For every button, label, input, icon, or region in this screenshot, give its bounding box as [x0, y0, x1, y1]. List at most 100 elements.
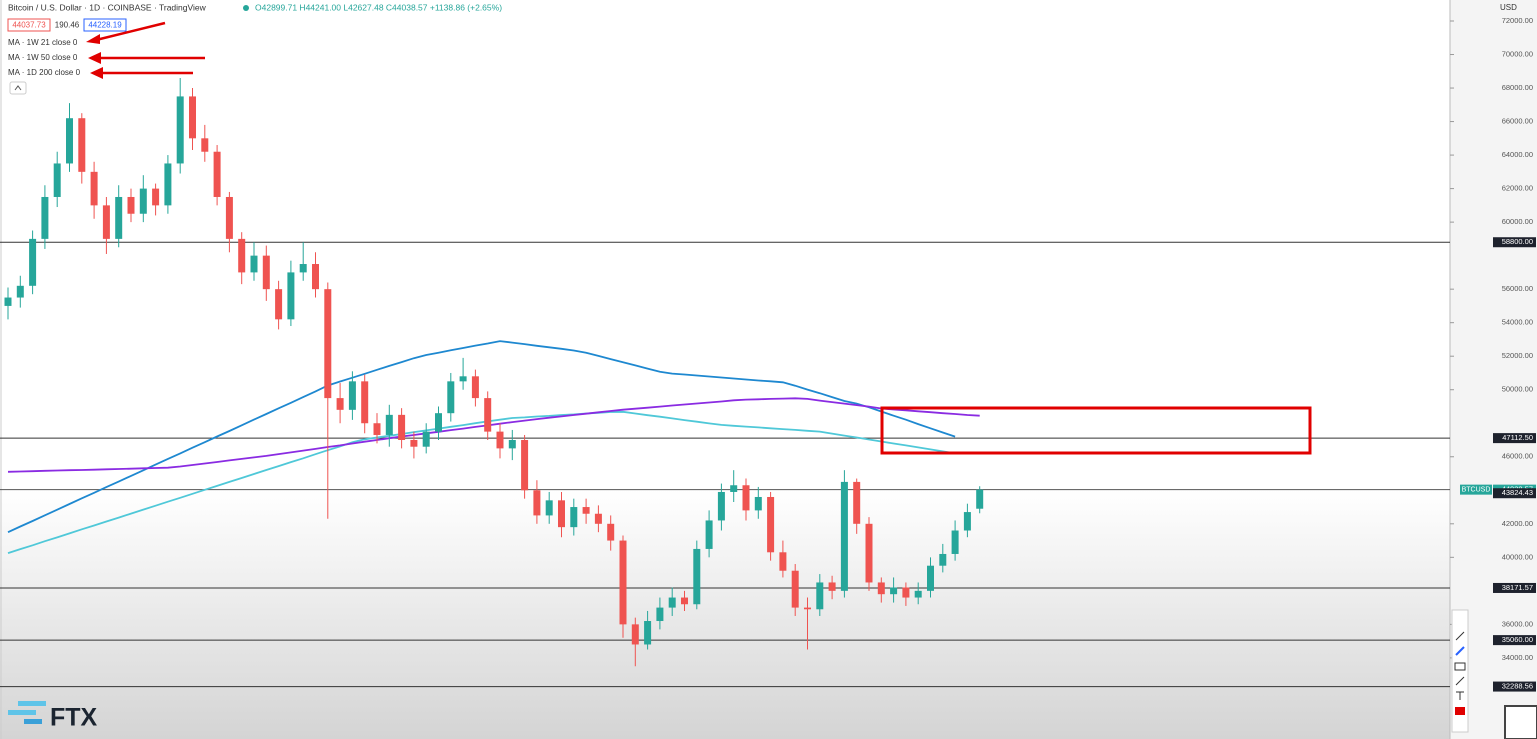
- y-tick-label: 60000.00: [1502, 217, 1533, 226]
- logo-bar: [24, 719, 42, 724]
- candle-body: [238, 238, 246, 273]
- candle-body: [656, 607, 664, 622]
- chart-title: Bitcoin / U.S. Dollar · 1D · COINBASE · …: [8, 2, 207, 12]
- candle-body: [102, 205, 110, 239]
- candle-body: [66, 118, 73, 164]
- candle-body: [312, 264, 319, 290]
- candle-body: [939, 553, 947, 566]
- candle-body: [631, 624, 639, 645]
- candle-body: [127, 196, 135, 214]
- tool-line[interactable]: [1455, 631, 1465, 641]
- y-tick-label: 62000.00: [1502, 184, 1533, 193]
- level-label: 35060.00: [1502, 635, 1533, 644]
- candle-body: [902, 587, 910, 598]
- candle-body: [53, 163, 61, 197]
- y-tick-label: 52000.00: [1502, 351, 1533, 360]
- arrow: [95, 21, 166, 42]
- candle-body: [816, 582, 824, 610]
- price-label: 43824.43: [1502, 488, 1533, 497]
- spread: 190.46: [55, 21, 80, 30]
- ohlc: O42899.71 H44241.00 L42627.48 C44038.57 …: [255, 2, 502, 12]
- ask-box: [83, 18, 127, 32]
- candle-body: [594, 513, 602, 524]
- logo-bar: [18, 701, 46, 706]
- y-tick-label: 68000.00: [1502, 83, 1533, 92]
- level-label: 38171.57: [1502, 583, 1533, 592]
- candle-body: [299, 264, 307, 273]
- legend-entry: MA · 1D 200 close 0: [8, 68, 81, 77]
- candle-body: [693, 548, 701, 605]
- y-tick-label: 42000.00: [1502, 519, 1533, 528]
- status-dot: [243, 5, 249, 11]
- ask: 44228.19: [88, 21, 122, 30]
- candle-body: [545, 500, 553, 516]
- candle-body: [90, 171, 98, 206]
- candle-body: [742, 485, 750, 511]
- candle-body: [201, 138, 209, 152]
- candle-body: [29, 238, 37, 286]
- candle-body: [189, 96, 196, 139]
- candle-body: [225, 196, 233, 239]
- candle-body: [927, 565, 934, 591]
- candle-body: [705, 520, 713, 549]
- candle-body: [963, 512, 971, 531]
- level-label-bg: [1493, 681, 1536, 692]
- candle-body: [275, 289, 283, 320]
- logo-text: FTX: [50, 704, 98, 732]
- y-tick-label: 50000.00: [1502, 385, 1533, 394]
- corner-logo: [1504, 705, 1537, 739]
- level-label-bg: [1493, 635, 1536, 646]
- level-label: 47112.50: [1502, 433, 1533, 442]
- tool-text[interactable]: [1456, 691, 1464, 700]
- candle-body: [176, 96, 184, 164]
- drawing-toolbar: [1451, 609, 1469, 733]
- candle-body: [508, 440, 516, 449]
- candle-body: [152, 188, 160, 206]
- y-tick-label: 54000.00: [1502, 318, 1533, 327]
- tool-pen[interactable]: [1455, 676, 1465, 686]
- candle-body: [717, 491, 725, 521]
- tool-rect[interactable]: [1454, 662, 1466, 671]
- collapse-button[interactable]: [9, 81, 27, 95]
- candle-body: [422, 431, 430, 447]
- y-tick-label: 36000.00: [1502, 619, 1533, 628]
- candle-body: [570, 507, 578, 528]
- candle-body: [877, 582, 885, 595]
- candle-body: [804, 607, 811, 610]
- logo-bar: [8, 710, 36, 715]
- ma-line: [7, 397, 980, 473]
- candle-body: [385, 414, 393, 435]
- ma-line: [7, 410, 956, 554]
- level-label: 32288.56: [1502, 682, 1533, 691]
- candle-body: [840, 481, 848, 591]
- y-tick-label: 46000.00: [1502, 452, 1533, 461]
- candle-body: [619, 540, 627, 625]
- y-tick-label: 40000.00: [1502, 552, 1533, 561]
- candle-body: [213, 151, 221, 197]
- candle-body: [435, 413, 442, 432]
- tool-color[interactable]: [1455, 707, 1465, 715]
- collapse-icon: [14, 85, 22, 91]
- candle-body: [4, 297, 12, 306]
- candle-body: [496, 431, 504, 449]
- candle-body: [41, 196, 49, 239]
- symbol-tag: BTCUSD: [1462, 486, 1491, 493]
- candle-body: [373, 423, 381, 435]
- level-label-bg: [1493, 582, 1536, 593]
- bid: 44037.73: [12, 21, 46, 30]
- candle-body: [828, 582, 836, 591]
- price-label-bg: [1493, 488, 1536, 499]
- candle-body: [582, 507, 590, 514]
- candle-body: [951, 530, 959, 554]
- tool-ray[interactable]: [1455, 646, 1465, 656]
- currency[interactable]: USD: [1500, 3, 1517, 12]
- y-tick-label: 34000.00: [1502, 653, 1533, 662]
- candle-body: [779, 552, 787, 571]
- candle-body: [250, 255, 258, 273]
- candle-body: [164, 163, 172, 206]
- level-label-bg: [1493, 433, 1536, 444]
- candle-body: [754, 496, 762, 511]
- candle-body: [484, 398, 492, 432]
- arrowhead: [88, 52, 101, 64]
- candle-body: [336, 398, 344, 410]
